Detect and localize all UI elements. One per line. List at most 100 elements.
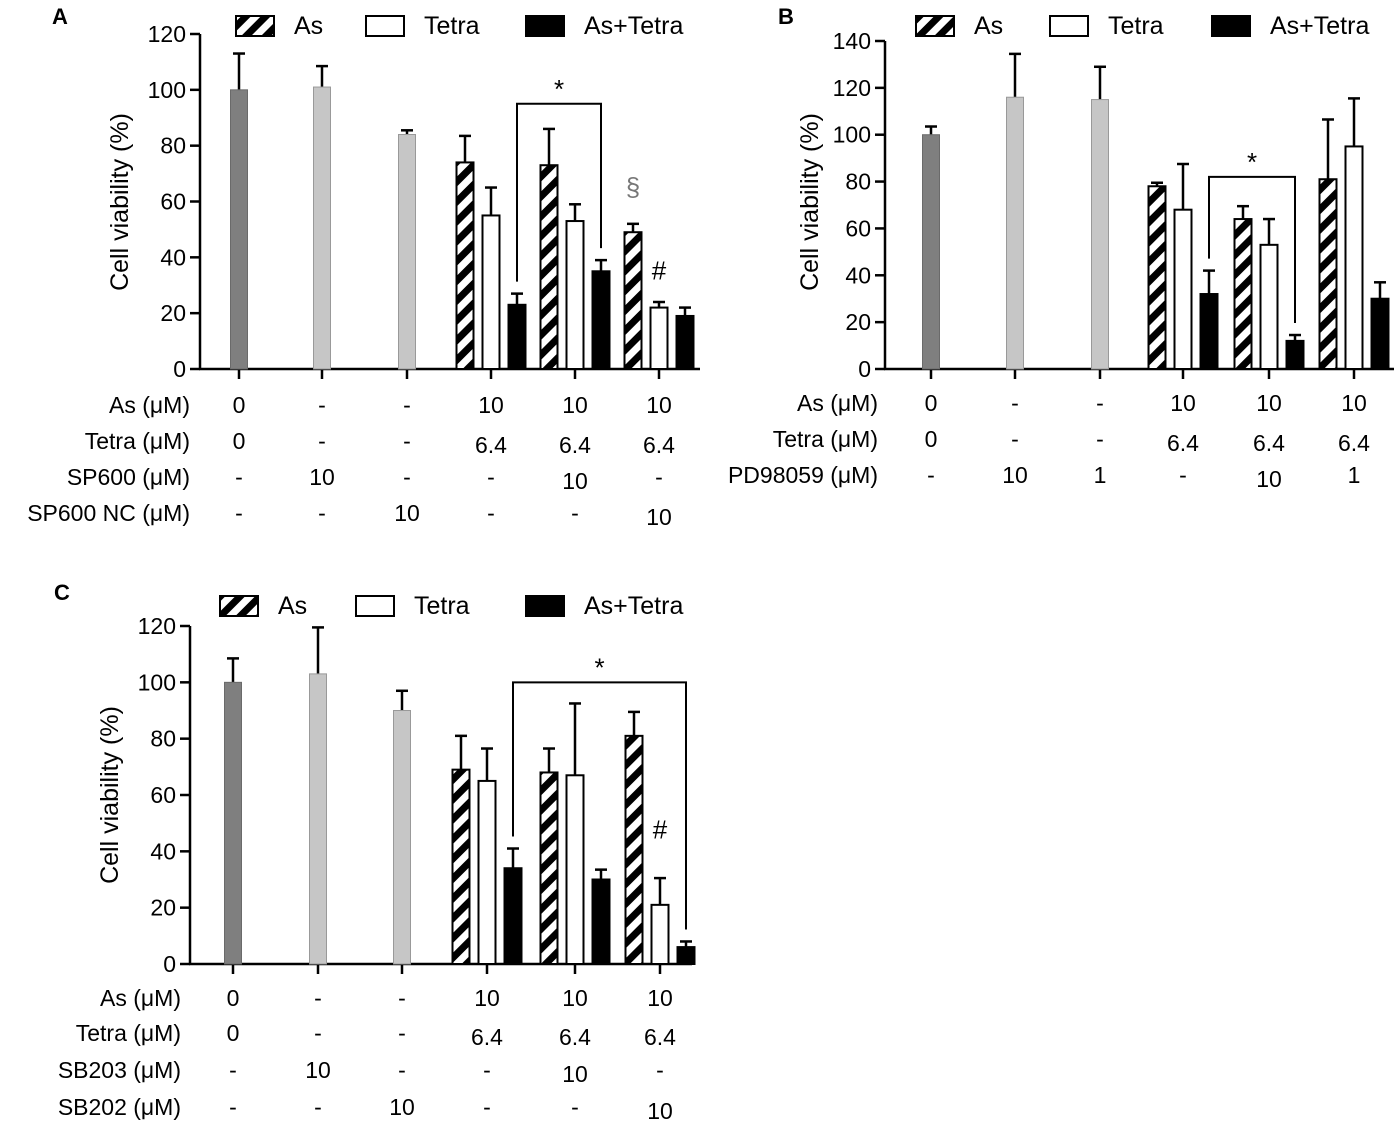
bar-as-tetra-g3 <box>1199 293 1219 370</box>
table-cell: - <box>1096 390 1104 416</box>
bar-as-tetra-g3 <box>503 867 523 966</box>
table-cell: - <box>398 1020 406 1046</box>
bar-inhibitor-g1 <box>313 86 331 370</box>
table-cell: - <box>571 1094 579 1120</box>
table-cell: - <box>398 1057 406 1083</box>
panel-c: C As Tetra As+Tetra Cell viability (%) 0 20 40 6… <box>54 580 696 1121</box>
y-tick-label: 100 <box>138 669 176 695</box>
table-cell: 0 <box>233 392 246 418</box>
table-cell: 10 <box>647 1098 673 1121</box>
annotation-mark: § <box>626 172 640 202</box>
table-cell: 1 <box>1348 462 1361 488</box>
table-cell: 10 <box>562 392 588 418</box>
legend-swatch-1 <box>365 15 405 37</box>
table-cell: 6.4 <box>471 1024 503 1050</box>
table-cell: - <box>483 1057 491 1083</box>
table-cell: - <box>229 1094 237 1120</box>
bar-as-g5 <box>1318 178 1338 370</box>
table-cell: 0 <box>233 428 246 454</box>
bar-as-g4 <box>1233 218 1253 370</box>
bar-control-g0 <box>224 681 242 965</box>
table-cell: 10 <box>1002 462 1028 488</box>
bar-as-tetra-g4 <box>591 878 611 965</box>
table-cell: 6.4 <box>643 432 675 458</box>
y-tick-label: 0 <box>163 951 176 977</box>
table-cell: - <box>1011 390 1019 416</box>
legend-label-1: Tetra <box>1108 12 1164 40</box>
table-row-label: Tetra (μM) <box>773 426 878 452</box>
table-row-label: Tetra (μM) <box>76 1020 181 1046</box>
bar-as-g3 <box>1147 185 1167 370</box>
table-cell: - <box>403 464 411 490</box>
table-cell: 10 <box>305 1057 331 1083</box>
table-cell: 10 <box>309 464 335 490</box>
y-tick-label: 140 <box>833 28 871 54</box>
legend-swatch-2 <box>525 595 565 617</box>
y-tick-label: 0 <box>858 356 871 382</box>
y-tick-label: 60 <box>150 782 176 808</box>
bar-as-tetra-g5 <box>676 946 696 965</box>
y-tick-label: 80 <box>150 726 176 752</box>
bar-inhibitor-g2 <box>1091 99 1109 370</box>
bar-as-tetra-g5 <box>675 314 695 371</box>
table-cell: 10 <box>478 392 504 418</box>
legend-swatch-2 <box>1211 15 1251 37</box>
y-tick-label: 60 <box>160 189 186 215</box>
table-cell: 6.4 <box>475 432 507 458</box>
table-cell: 10 <box>562 1061 588 1087</box>
table-cell: 6.4 <box>1338 430 1370 456</box>
annotation-mark: # <box>653 815 668 845</box>
table-cell: - <box>398 985 406 1011</box>
table-cell: 10 <box>474 985 500 1011</box>
table-cell: - <box>314 985 322 1011</box>
table-row-label: SP600 NC (μM) <box>27 500 190 526</box>
legend-swatch-1 <box>355 595 395 617</box>
y-axis-label: Cell viability (%) <box>796 113 824 291</box>
legend-label-0: As <box>278 592 307 620</box>
table-cell: 10 <box>1256 390 1282 416</box>
table-cell: - <box>314 1020 322 1046</box>
table-row-label: Tetra (μM) <box>85 428 190 454</box>
table-cell: - <box>403 428 411 454</box>
table-row-label: SP600 (μM) <box>67 464 190 490</box>
bar-tetra-g5 <box>649 306 669 371</box>
bar-as-g4 <box>539 164 559 370</box>
table-cell: - <box>318 500 326 526</box>
legend-label-2: As+Tetra <box>584 12 683 40</box>
legend-label-0: As <box>974 12 1003 40</box>
table-row-label: SB202 (μM) <box>58 1094 181 1120</box>
bar-inhibitor-g2 <box>393 710 411 965</box>
table-row-label: As (μM) <box>100 985 181 1011</box>
bar-as-tetra-g4 <box>591 270 611 370</box>
panel-letter: A <box>52 4 68 29</box>
legend-label-1: Tetra <box>424 12 480 40</box>
bar-tetra-g5 <box>650 903 670 965</box>
table-cell: 10 <box>562 468 588 494</box>
table-cell: - <box>656 1057 664 1083</box>
legend-swatch-0 <box>219 595 259 617</box>
panel-a: A As Tetra As+Tetra Cell viability (%) 0 20 40 6… <box>27 4 700 530</box>
annotation-mark: # <box>652 256 667 286</box>
table-cell: - <box>318 428 326 454</box>
y-tick-label: 80 <box>845 169 871 195</box>
bar-as-g3 <box>451 768 471 966</box>
table-row-label: SB203 (μM) <box>58 1057 181 1083</box>
table-cell: - <box>229 1057 237 1083</box>
bar-inhibitor-g1 <box>309 673 327 965</box>
significance-bracket <box>516 102 602 282</box>
table-cell: 0 <box>227 985 240 1011</box>
table-cell: - <box>483 1094 491 1120</box>
table-cell: 0 <box>227 1020 240 1046</box>
table-cell: - <box>927 462 935 488</box>
bar-as-g5 <box>623 231 643 370</box>
table-row-label: As (μM) <box>109 392 190 418</box>
legend-label-0: As <box>294 12 323 40</box>
table-cell: 6.4 <box>1253 430 1285 456</box>
table-cell: 10 <box>647 985 673 1011</box>
y-tick-label: 20 <box>160 300 186 326</box>
table-cell: - <box>235 500 243 526</box>
panel-letter: C <box>54 580 70 605</box>
y-tick-label: 100 <box>833 122 871 148</box>
bar-tetra-g4 <box>565 220 585 370</box>
